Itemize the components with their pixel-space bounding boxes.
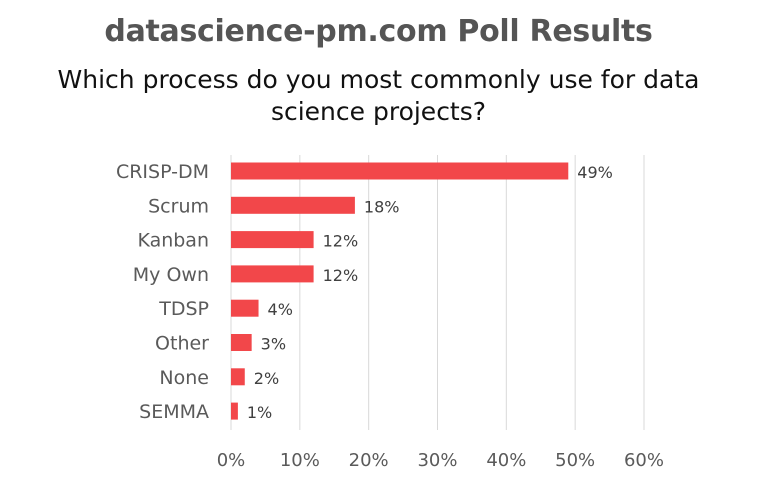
category-labels: CRISP-DM Scrum Kanban My Own TDSP Other None SE… <box>116 161 209 423</box>
category-label: None <box>159 367 209 389</box>
bar <box>231 265 314 283</box>
x-axis-ticks: 0% 10% 20% 30% 40% 50% 60% <box>217 450 664 471</box>
data-label: 4% <box>268 300 293 319</box>
chart-subtitle: Which process do you most commonly use f… <box>57 65 700 126</box>
x-tick-label: 50% <box>555 450 595 471</box>
category-label: Other <box>155 333 209 355</box>
bar <box>231 368 245 386</box>
gridlines <box>230 155 645 430</box>
bar <box>231 196 355 214</box>
category-label: Kanban <box>137 230 209 252</box>
data-labels: 49% 18% 12% 12% 4% 3% 2% 1% <box>247 163 613 422</box>
x-tick-label: 20% <box>349 450 389 471</box>
chart-title: datascience-pm.com Poll Results <box>104 14 653 49</box>
bar <box>231 402 238 420</box>
bar <box>231 231 314 249</box>
category-label: CRISP-DM <box>116 161 209 183</box>
bars <box>231 162 569 420</box>
category-label: TDSP <box>158 298 209 320</box>
data-label: 2% <box>254 369 279 388</box>
x-tick-label: 0% <box>217 450 246 471</box>
x-tick-label: 10% <box>280 450 320 471</box>
x-tick-label: 60% <box>624 450 664 471</box>
bar <box>231 334 252 351</box>
data-label: 1% <box>247 403 272 422</box>
category-label: SEMMA <box>139 401 209 423</box>
data-label: 3% <box>261 335 286 354</box>
data-label: 18% <box>364 197 400 216</box>
data-label: 12% <box>323 232 359 251</box>
category-label: My Own <box>133 264 209 286</box>
x-tick-label: 40% <box>486 450 526 471</box>
x-tick-label: 30% <box>417 450 457 471</box>
bar <box>231 299 259 317</box>
category-label: Scrum <box>148 195 209 217</box>
data-label: 12% <box>323 266 359 285</box>
data-label: 49% <box>577 163 613 182</box>
bar <box>231 162 569 180</box>
